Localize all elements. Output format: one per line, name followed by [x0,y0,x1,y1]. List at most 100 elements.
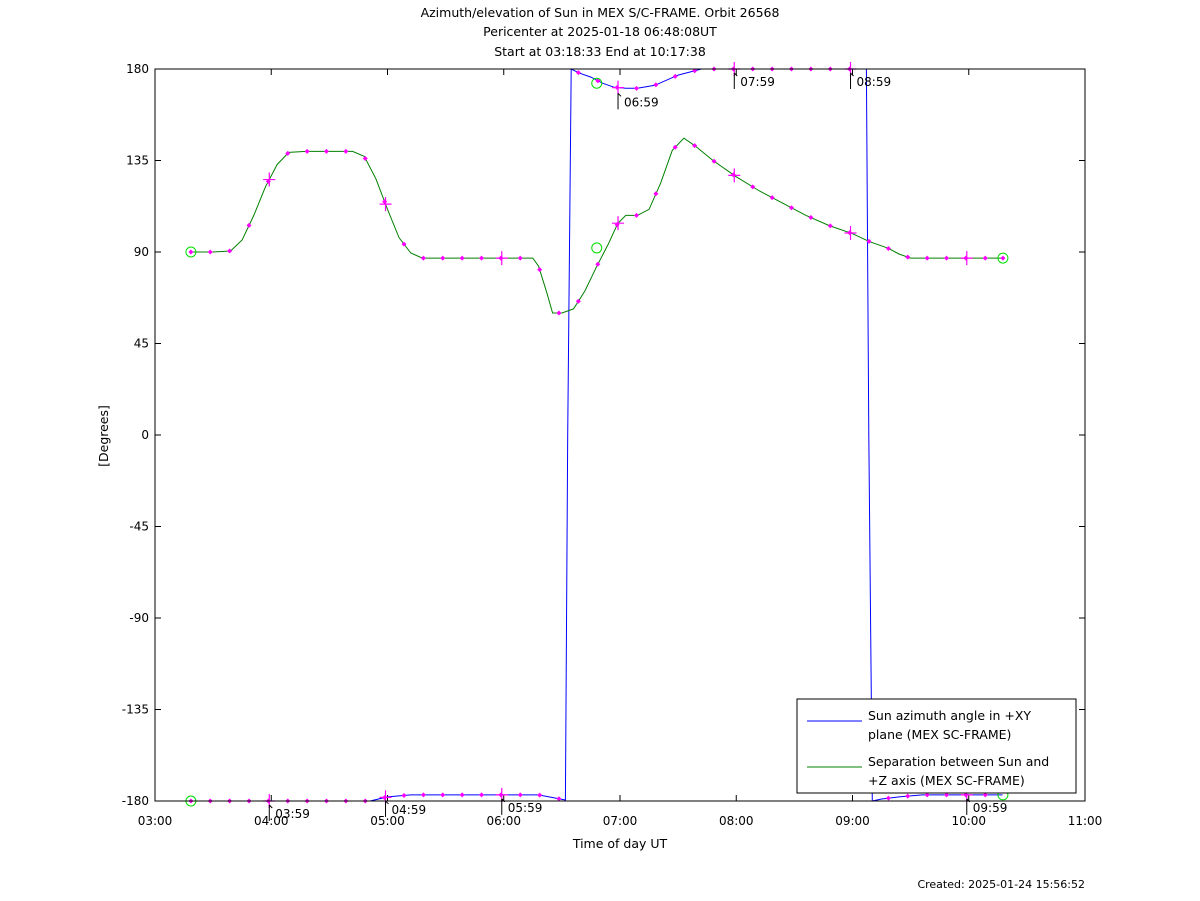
annotation-label: 03:59 [275,807,310,821]
y-tick-label: 0 [141,428,149,442]
azimuth-marker [944,792,950,798]
annotation-arrowhead [733,72,738,77]
azimuth-marker [575,70,581,76]
x-axis-title: Time of day UT [572,836,668,851]
event-circle-marker [185,246,197,258]
legend-label: Separation between Sun and [868,754,1049,769]
azimuth-marker [479,792,485,798]
separation-marker [808,215,814,221]
separation-marker [517,255,523,261]
separation-marker [285,150,291,156]
y-tick-label: -180 [122,794,149,808]
separation-marker [653,191,659,197]
separation-marker [323,148,329,154]
separation-marker [246,222,252,228]
separation-marker [459,255,465,261]
azimuth-marker [905,793,911,799]
azimuth-marker [885,795,891,801]
azimuth-marker [440,792,446,798]
azimuth-marker [556,796,562,802]
chart-title-line-3: Start at 03:18:33 End at 10:17:38 [494,44,706,59]
separation-hour-cross [379,197,392,212]
separation-hour-cross [960,251,973,266]
y-axis-title: [Degrees] [96,405,111,467]
x-tick-label: 10:00 [951,814,986,828]
separation-marker [905,254,911,260]
separation-marker [692,143,698,149]
azimuth-marker [459,792,465,798]
event-circle-marker [997,252,1009,264]
x-tick-label: 11:00 [1068,814,1103,828]
separation-marker [343,148,349,154]
event-circle-marker [591,242,603,254]
annotation-label: 08:59 [857,75,892,89]
y-tick-label: -90 [129,611,149,625]
separation-marker [634,212,640,218]
separation-marker [304,148,310,154]
legend-label: +Z axis (MEX SC-FRAME) [868,773,1025,788]
marker-layer [185,62,1009,808]
series-layer [190,68,1003,802]
separation-marker [401,241,407,247]
azimuth-marker [692,68,698,74]
separation-marker [382,199,388,205]
separation-marker [479,255,485,261]
annotation-arrowhead [850,72,854,77]
azimuth-marker [924,792,930,798]
azimuth-marker [634,85,640,91]
chart-title-line-1: Azimuth/elevation of Sun in MEX S/C-FRAM… [420,5,780,20]
annotation-label: 06:59 [624,95,659,109]
plot-frame [154,68,1086,802]
legend-box [796,698,1077,794]
x-tick-label: 04:00 [254,814,289,828]
x-tick-label: 07:00 [603,814,638,828]
x-tick-labels: 03:00 04:00 05:00 06:00 07:00 08:00 09:00 10:00… [138,814,1103,828]
separation-marker [672,144,678,150]
x-tick-label: 06:00 [486,814,521,828]
annotation-label: 07:59 [740,75,775,89]
separation-marker [595,261,601,267]
created-timestamp: Created: 2025-01-24 15:56:52 [917,878,1085,891]
separation-hour-cross [495,251,508,266]
separation-marker [788,205,794,211]
annotation-label: 05:59 [508,801,543,815]
azimuth-marker [672,73,678,79]
separation-marker [866,238,872,244]
x-tick-label: 08:00 [719,814,754,828]
separation-marker [750,184,756,190]
x-tick-label: 03:00 [138,814,173,828]
y-tick-labels: 180 135 90 45 0 -45 -90 -135 -180 [122,62,149,808]
y-tick-label: -45 [129,520,149,534]
annotation-arrowhead [268,804,273,809]
legend-label: Sun azimuth angle in +XY [868,708,1031,723]
separation-series-line [190,137,1003,314]
annotation-label: 09:59 [973,801,1008,815]
chart-title-line-2: Pericenter at 2025-01-18 06:48:08UT [483,24,717,39]
axis-ticks [154,68,1086,802]
event-circle-marker [591,77,603,89]
azimuth-marker [653,82,659,88]
legend-label: plane (MEX SC-FRAME) [868,727,1011,742]
separation-marker [575,298,581,304]
separation-hour-cross [612,216,625,231]
separation-marker [982,255,988,261]
separation-marker [440,255,446,261]
separation-marker [537,267,543,273]
separation-marker [207,249,213,255]
annotation-arrowhead [617,92,622,97]
azimuth-marker [982,792,988,798]
azimuth-marker [595,78,601,84]
azimuth-series-line [865,68,1003,802]
separation-marker [769,195,775,201]
azimuth-series-line [564,68,867,802]
azimuth-marker [420,792,426,798]
y-tick-label: 90 [134,245,149,259]
separation-marker [885,245,891,251]
azimuth-hour-cross [612,80,625,95]
separation-marker [420,255,426,261]
separation-marker [188,249,194,255]
separation-marker [944,255,950,261]
separation-marker [556,310,562,316]
azimuth-marker [517,792,523,798]
y-tick-label: -135 [122,703,149,717]
